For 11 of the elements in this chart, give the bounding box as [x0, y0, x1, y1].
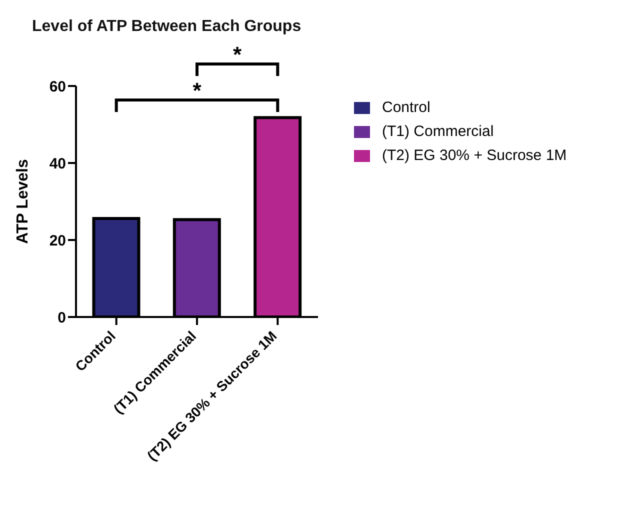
y-tick-label: 20 — [49, 232, 66, 250]
chart-title: Level of ATP Between Each Groups — [32, 18, 302, 36]
y-tick-label: 40 — [49, 155, 66, 172]
annotation: * — [192, 78, 202, 103]
y-tick-label: 0 — [58, 309, 66, 326]
legend-label: (T2) EG 30% + Sucrose 1M — [382, 147, 567, 164]
legend-label: (T1) Commercial — [382, 123, 494, 140]
y-tick-label: 60 — [49, 78, 66, 96]
text: * — [233, 42, 242, 67]
y-axis-title: ATP Levels — [14, 159, 32, 244]
legend-label: Control — [382, 99, 430, 116]
